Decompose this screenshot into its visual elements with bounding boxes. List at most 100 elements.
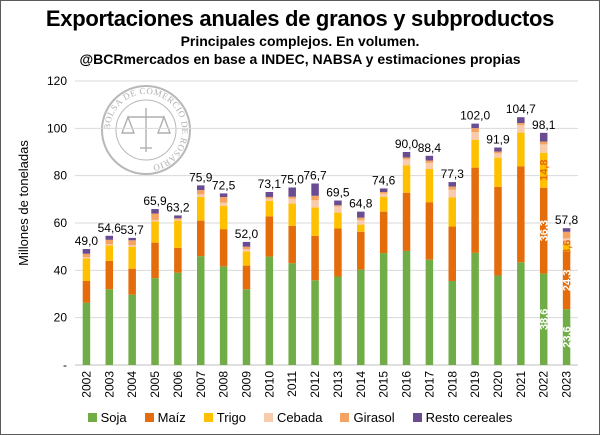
chart-subtitle: Principales complejos. En volumen. [180,33,420,49]
bar-segment-cebada-2003 [105,244,114,246]
bar-segment-cebada-2005 [151,219,159,222]
bar-segment-cebada-2008 [219,202,228,206]
bar-segment-trigo-2020 [494,157,502,187]
bar-segment-soja-2012 [311,280,319,365]
bar-segment-soja-2018 [448,280,456,365]
bar-segment-girasol-2021 [517,123,525,126]
total-label-2013: 69,5 [326,186,350,200]
bar-segment-soja-2022 [539,273,548,365]
bar-segment-trigo-2015 [379,196,388,212]
bar-segment-girasol-2009 [242,246,251,250]
legend-item: Soja [87,410,127,425]
bar-segment-girasol-2008 [219,196,228,203]
bar-segment-resto-cereales-2020 [494,147,502,152]
total-label-2015: 74,6 [372,173,396,187]
legend: Soja Maíz Trigo Cebada Girasol Resto cereales [0,410,600,425]
total-label-2008: 72,5 [212,178,236,192]
legend-label: Cebada [276,410,323,425]
x-tick-label-2015: 2015 [377,371,391,398]
bar-segment-trigo-2022 [539,152,548,188]
bar-segment-trigo-2016 [402,165,411,193]
legend-swatch [340,413,350,422]
bar-segment-resto-cereales-2012 [311,183,319,196]
bar-segment-maiz-2007 [197,220,205,257]
bar-segment-resto-cereales-2010 [265,191,274,197]
bar-segment-maiz-2009 [242,265,251,290]
x-tick-label-2023: 2023 [560,371,574,398]
bar-segment-cebada-2014 [357,219,365,225]
bar-segment-resto-cereales-2013 [334,200,342,206]
legend-label: Girasol [353,410,395,425]
bar-segment-maiz-2005 [151,242,159,279]
bar-segment-maiz-2012 [311,235,319,281]
bar-segment-resto-cereales-2015 [379,188,388,192]
chart-title: Exportaciones anuales de granos y subpro… [45,6,555,31]
bar-segment-maiz-2019 [471,167,479,253]
total-label-2006: 63,2 [166,200,190,214]
bar-segment-resto-cereales-2002 [82,249,91,254]
bar-segment-trigo-2014 [357,224,365,232]
x-tick-label-2012: 2012 [308,371,322,398]
bar-segment-resto-cereales-2022 [539,132,548,142]
x-tick-label-2003: 2003 [102,371,116,398]
bar-segment-maiz-2016 [402,192,411,251]
bar-segment-trigo-2023 [562,243,571,252]
bar-segment-cebada-2018 [448,189,456,198]
bar-segment-girasol-2011 [288,196,296,199]
x-tick-label-2005: 2005 [148,371,162,398]
bar-segment-resto-cereales-2016 [402,152,411,158]
bar-segment-trigo-2021 [517,132,525,167]
x-tick-label-2022: 2022 [537,371,551,398]
bar-segment-soja-2014 [357,269,365,365]
x-tick-label-2002: 2002 [79,371,93,398]
bar-segment-cebada-2006 [174,219,182,221]
bar-segment-maiz-2020 [494,186,502,276]
inner-label-2022: 36,3 [539,220,551,241]
total-label-2004: 53,7 [120,223,144,237]
legend-swatch [87,413,97,422]
bar-segment-soja-2016 [402,250,411,365]
total-label-2007: 75,9 [189,170,213,184]
legend-label: Soja [100,410,127,425]
bar-segment-soja-2020 [494,275,502,365]
bar-segment-girasol-2020 [494,151,502,154]
x-tick-label-2020: 2020 [491,371,505,398]
bar-segment-girasol-2016 [402,157,411,160]
x-tick-label-2007: 2007 [194,371,208,398]
bar-segment-girasol-2005 [151,213,159,220]
bar-segment-soja-2013 [334,276,342,365]
bar-segment-girasol-2015 [379,191,388,194]
bar-segment-soja-2007 [197,256,205,365]
bar-segment-cebada-2011 [288,198,296,204]
legend-label: Maíz [157,410,186,425]
bar-segment-soja-2019 [471,252,479,365]
total-label-2011: 75,0 [281,173,305,187]
bar-segment-maiz-2017 [425,202,434,260]
y-tick-label: - [63,358,67,372]
bar-segment-trigo-2010 [265,200,274,217]
total-label-2018: 77,3 [441,167,465,181]
legend-item: Cebada [263,410,323,425]
bar-segment-trigo-2009 [242,251,251,266]
total-label-2016: 90,0 [395,137,419,151]
bar-segment-resto-cereales-2008 [219,193,228,197]
bar-segment-soja-2008 [219,266,228,365]
total-label-2023: 57,8 [555,213,579,227]
legend-item: Resto cereales [412,410,512,425]
bar-segment-girasol-2014 [357,217,365,220]
bar-segment-resto-cereales-2021 [517,117,525,124]
bar-segment-resto-cereales-2003 [105,235,114,240]
bar-segment-cebada-2020 [494,153,502,158]
bar-segment-trigo-2012 [311,207,319,236]
bar-segment-girasol-2017 [425,160,434,163]
total-label-2019: 102,0 [460,109,490,123]
bar-segment-maiz-2014 [357,231,365,270]
bar-segment-girasol-2006 [174,218,182,220]
total-label-2009: 52,0 [235,227,259,241]
bar-segment-trigo-2006 [174,220,182,248]
bar-segment-resto-cereales-2006 [174,215,182,219]
x-tick-label-2018: 2018 [445,371,459,398]
total-label-2022: 98,1 [532,118,556,132]
y-tick-label: 60 [54,216,68,230]
